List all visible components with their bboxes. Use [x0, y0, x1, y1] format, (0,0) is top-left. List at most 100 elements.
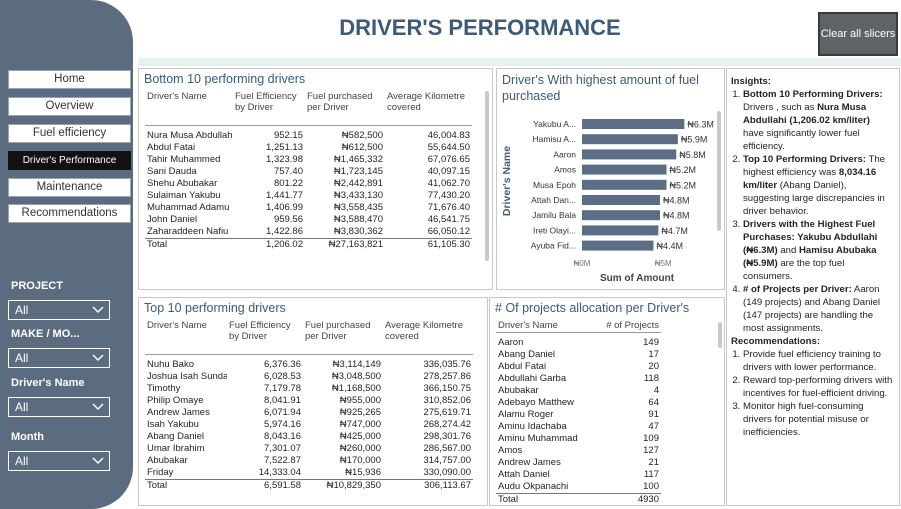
nav-button[interactable]: Home: [8, 70, 131, 89]
insight-item: # of Projects per Driver: Aaron (149 pro…: [743, 283, 893, 335]
table-cell: ₦1,168,500: [331, 383, 381, 394]
table-cell: 55,644.50: [427, 142, 470, 153]
chart-panel: Driver's With highest amount of fuel pur…: [496, 68, 725, 290]
insight-text: Nura Musa Abdullahi (1,206.02 km/liter): [743, 102, 870, 126]
column-header[interactable]: Fuel Efficiency by Driver: [235, 91, 297, 113]
nav-button[interactable]: Fuel efficiency: [8, 124, 131, 143]
table-cell: Isah Yakubu: [147, 419, 199, 430]
bar: [582, 240, 654, 251]
table-header: Driver's Name # of Projects: [496, 318, 661, 333]
scrollbar[interactable]: [717, 111, 721, 231]
column-header[interactable]: Driver's Name: [147, 91, 207, 102]
data-label: ₦6.3M: [687, 120, 714, 130]
table-cell: 336,035.76: [423, 359, 471, 370]
table-cell: 314,757.00: [423, 455, 471, 466]
scrollbar[interactable]: [718, 322, 722, 348]
table-cell: ₦3,433,130: [333, 190, 383, 201]
y-axis-title: Driver's Name: [501, 146, 513, 216]
nav-button[interactable]: Driver's Performance: [8, 151, 131, 170]
table-cell: 1,441.77: [266, 190, 303, 201]
insight-text: Drivers , such as: [743, 102, 818, 113]
table-row: Alamu Roger 91: [496, 409, 661, 421]
table-cell: ₦955,000: [339, 395, 381, 406]
table-row: Aminu Idachaba 47: [496, 421, 661, 433]
table-cell: 6,376.36: [264, 359, 301, 370]
table-row: Philip Omaye 8,041.91 ₦955,000 310,852.06: [145, 395, 473, 407]
nav-button[interactable]: Recommendations: [8, 204, 131, 223]
table-cell: 77,430.20: [427, 190, 470, 201]
panel-title: Top 10 performing drivers: [144, 301, 286, 315]
column-header[interactable]: Average Kilometre covered: [385, 320, 463, 342]
bar: [582, 119, 685, 129]
data-label: ₦4.8M: [663, 196, 690, 206]
table-cell: Amos: [498, 445, 523, 456]
table-cell: Aminu Muhammad: [498, 433, 578, 444]
column-header[interactable]: # of Projects: [606, 320, 659, 331]
clear-slicers-button[interactable]: Clear all slicers: [818, 12, 898, 56]
table-cell: ₦3,830,362: [333, 226, 383, 237]
filter-label: Month: [11, 431, 44, 443]
table: Driver's Name Fuel Efficiency by Driver Fu…: [145, 318, 473, 492]
chevron: [92, 306, 104, 314]
table-cell: Adebayo Matthew: [498, 397, 575, 408]
table-cell: 40,097.15: [427, 166, 470, 177]
table-row: Abdul Fatai 1,251.13 ₦612,500 55,644.50: [145, 142, 472, 154]
table-cell: 278,257.86: [423, 371, 471, 382]
chevron: [92, 354, 104, 362]
filter-dropdown[interactable]: All: [8, 397, 110, 417]
table-row: John Daniel 959.56 ₦3,588,470 46,541.75: [145, 214, 472, 226]
column-header[interactable]: Fuel Efficiency by Driver: [229, 320, 291, 342]
nav-button[interactable]: Maintenance: [8, 178, 131, 197]
filter-dropdown[interactable]: All: [8, 300, 110, 320]
y-tick-label: Aaron: [553, 149, 576, 159]
table-row: Abang Daniel 8,043.16 ₦425,000 298,301.76: [145, 431, 473, 443]
column-header[interactable]: Average Kilometre covered: [387, 91, 465, 113]
table: Driver's Name Fuel Efficiency by Driver Fu…: [145, 89, 472, 251]
table-row: Abubakar 4: [496, 385, 661, 397]
scrollbar[interactable]: [485, 91, 489, 261]
table-total: Total 4930: [496, 493, 661, 505]
table-cell: 127: [643, 445, 659, 456]
data-label: ₦5.9M: [681, 135, 708, 145]
y-tick-label: Attah Dan...: [531, 195, 576, 205]
table-cell: ₦1,465,332: [333, 154, 383, 165]
filter-dropdown[interactable]: All: [8, 451, 110, 471]
chevron: [92, 403, 104, 411]
table-total: Total 6,591.58 ₦10,829,350 306,113.67: [145, 479, 473, 492]
data-label: ₦4.4M: [657, 241, 684, 251]
column-header[interactable]: Driver's Name: [498, 320, 558, 331]
nav-button[interactable]: Overview: [8, 97, 131, 116]
table-cell: 801.22: [273, 178, 303, 189]
panel-title: Bottom 10 performing drivers: [144, 72, 306, 86]
table-row: Amos 127: [496, 445, 661, 457]
column-header[interactable]: Fuel purchased per Driver: [305, 320, 371, 342]
chevron-icon: [92, 354, 104, 362]
table-cell: Philip Omaye: [147, 395, 204, 406]
table-row: Timothy 7,179.78 ₦1,168,500 366,150.75: [145, 383, 473, 395]
data-label: ₦4.7M: [661, 226, 688, 236]
data-label: ₦4.8M: [663, 211, 690, 221]
table-cell: ₦747,000: [339, 419, 381, 430]
x-axis-title: Sum of Amount: [600, 273, 675, 284]
table-row: Andrew James 21: [496, 457, 661, 469]
table-cell: Nuhu Bako: [147, 359, 195, 370]
filter-dropdown[interactable]: All: [8, 348, 110, 368]
recommendations-title: Recommendations:: [731, 336, 821, 347]
column-header[interactable]: Driver's Name: [147, 320, 207, 331]
chart-title: Driver's With highest amount of fuel pur…: [502, 73, 699, 103]
table-cell: Abubakar: [147, 455, 188, 466]
table-cell: 118: [643, 373, 659, 384]
table-cell: ₦582,500: [341, 130, 383, 141]
table-cell: Abang Daniel: [498, 349, 556, 360]
filter-value: All: [15, 400, 29, 414]
insight-text: (Abang Daniel), suggesting large discrep…: [743, 180, 885, 217]
table-row: Adebayo Matthew 64: [496, 397, 661, 409]
table-cell: Attah Daniel: [498, 469, 550, 480]
table-row: Attah Daniel 117: [496, 469, 661, 481]
insight-item: Top 10 Performing Drivers: The highest e…: [743, 153, 893, 218]
filter-value: All: [15, 454, 29, 468]
column-header[interactable]: Fuel purchased per Driver: [307, 91, 373, 113]
table-cell: Tahir Muhammed: [147, 154, 221, 165]
table-cell: Timothy: [147, 383, 181, 394]
table-row: Joshua Isah Sunday 6,028.53 ₦3,048,500 278,…: [145, 371, 473, 383]
